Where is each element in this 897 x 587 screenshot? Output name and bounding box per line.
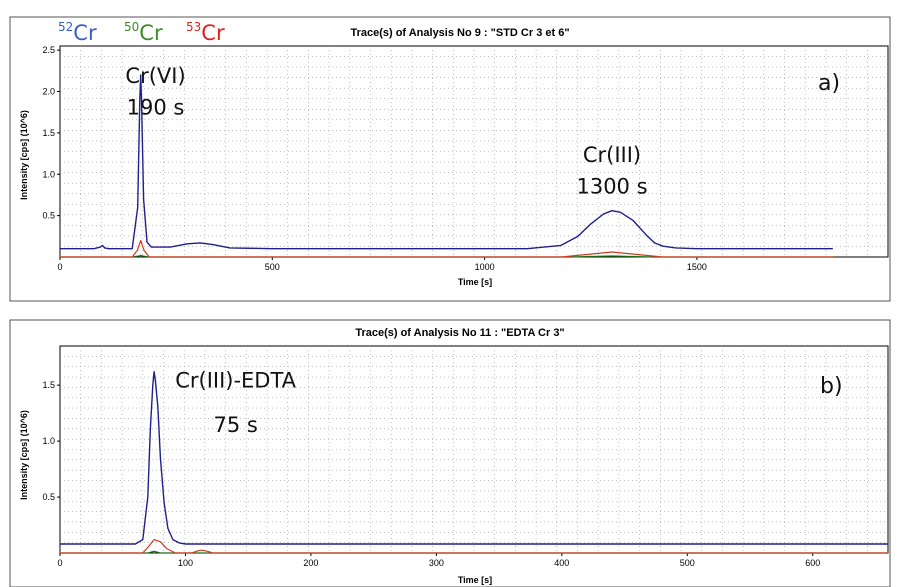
panel-b-series-53cr: [60, 538, 888, 554]
panel-b-xtick-label: 400: [554, 558, 569, 568]
panel-a-title: Trace(s) of Analysis No 9 : "STD Cr 3 et…: [350, 27, 569, 39]
panel-b-title: Trace(s) of Analysis No 11 : "EDTA Cr 3": [355, 327, 564, 339]
panel-a-annotation: Cr(III): [583, 143, 641, 167]
panel-a-ytick-label: 2.0: [42, 87, 55, 97]
panel-b-series-52cr: [60, 371, 888, 545]
panel-a-xtick-label: 0: [57, 262, 62, 272]
panel-a-xtick-label: 1000: [475, 262, 495, 272]
panel-b-xtick-label: 300: [429, 558, 444, 568]
panel-a-series-52cr: [60, 74, 833, 250]
panel-b-ytick-label: 1.5: [42, 380, 55, 390]
panel-b-ytick-label: 0.5: [42, 492, 55, 502]
legend-element-52: Cr: [73, 21, 97, 45]
panel-b-ytick-label: 1.0: [42, 436, 55, 446]
legend-entry-50cr: 50Cr: [124, 20, 163, 45]
panel-b: Trace(s) of Analysis No 11 : "EDTA Cr 3"…: [9, 319, 891, 587]
panel-b-ylabel: Intensity [cps] (10^6): [19, 410, 29, 500]
panel-b-plot: 0 100 200 300 400 500 600 0.5 1.0 1.5 Cr(III)-EDTA…: [42, 345, 889, 568]
panel-a-xlabel: Time [s]: [458, 277, 492, 287]
legend-entry-52cr: 52Cr: [58, 20, 97, 45]
panel-a-ylabel: Intensity [cps] (10^6): [19, 110, 29, 200]
panel-b-annotation: 75 s: [213, 413, 257, 437]
panel-a-letter: a): [818, 71, 840, 96]
panel-a-plot-area: [59, 45, 889, 258]
panel-a-series-50cr: [60, 254, 833, 258]
panel-b-xlabel: Time [s]: [458, 575, 492, 585]
panel-b-letter: b): [820, 374, 843, 399]
legend-mass-53: 53: [186, 20, 201, 34]
panel-a-ytick-label: 1.5: [42, 128, 55, 138]
panel-b-xtick-label: 0: [57, 558, 62, 568]
legend-element-50: Cr: [139, 21, 163, 45]
panel-a-annotation: 190 s: [127, 96, 185, 120]
legend-element-53: Cr: [201, 21, 225, 45]
panel-a-annotation: 1300 s: [576, 174, 647, 198]
panel-a-xtick-label: 1500: [687, 262, 707, 272]
panel-a-ytick-label: 2.5: [42, 45, 55, 55]
panel-a-plot: 0 500 1000 1500 0.5 1.0 1.5 2.0 2.5 Cr(VI) 190 s Cr…: [42, 45, 889, 272]
legend-entry-53cr: 53Cr: [186, 20, 225, 45]
panel-a-series-53cr: [60, 239, 833, 258]
panel-a: Trace(s) of Analysis No 9 : "STD Cr 3 et…: [9, 16, 891, 302]
panel-b-xtick-label: 100: [178, 558, 193, 568]
panel-a-ytick-label: 0.5: [42, 211, 55, 221]
panel-a-xtick-label: 500: [265, 262, 280, 272]
panel-b-xtick-label: 200: [303, 558, 318, 568]
isotope-legend: 52Cr 50Cr 53Cr: [58, 20, 225, 45]
panel-b-xtick-label: 500: [680, 558, 695, 568]
panel-b-annotation: Cr(III)-EDTA: [175, 368, 296, 392]
panel-a-ytick-label: 1.0: [42, 169, 55, 179]
legend-mass-50: 50: [124, 20, 139, 34]
panel-b-xtick-label: 600: [805, 558, 820, 568]
legend-mass-52: 52: [58, 20, 73, 34]
panel-a-annotation: Cr(VI): [125, 64, 185, 88]
